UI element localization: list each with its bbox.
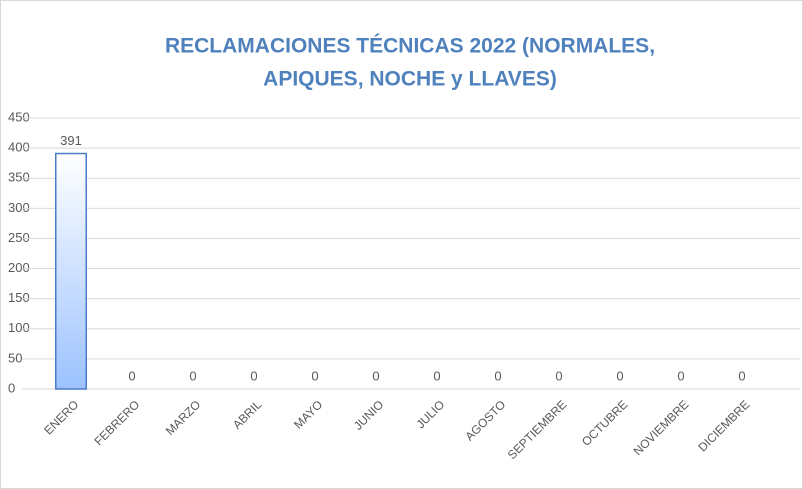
y-tick-label: 350 xyxy=(8,170,30,185)
y-tick-label: 450 xyxy=(8,109,30,124)
data-label: 0 xyxy=(616,368,623,383)
y-tick-label: 400 xyxy=(8,140,30,155)
data-label: 391 xyxy=(60,133,82,148)
bar xyxy=(55,152,87,390)
data-label: 0 xyxy=(555,368,562,383)
y-tick-label: 100 xyxy=(8,320,30,335)
data-label: 0 xyxy=(372,368,379,383)
y-tick-label: 250 xyxy=(8,230,30,245)
y-tick-label: 0 xyxy=(8,380,15,395)
y-tick-label: 300 xyxy=(8,200,30,215)
chart-title: RECLAMACIONES TÉCNICAS 2022 (NORMALES, xyxy=(165,35,655,58)
data-label: 0 xyxy=(128,368,135,383)
chart-title: APIQUES, NOCHE y LLAVES) xyxy=(263,68,557,91)
y-tick-label: 50 xyxy=(8,350,22,365)
y-tick-label: 200 xyxy=(8,260,30,275)
data-label: 0 xyxy=(189,368,196,383)
data-label: 0 xyxy=(433,368,440,383)
data-label: 0 xyxy=(738,368,745,383)
y-tick-label: 150 xyxy=(8,290,30,305)
data-label: 0 xyxy=(494,368,501,383)
data-label: 0 xyxy=(250,368,257,383)
data-label: 0 xyxy=(311,368,318,383)
data-label: 0 xyxy=(677,368,684,383)
